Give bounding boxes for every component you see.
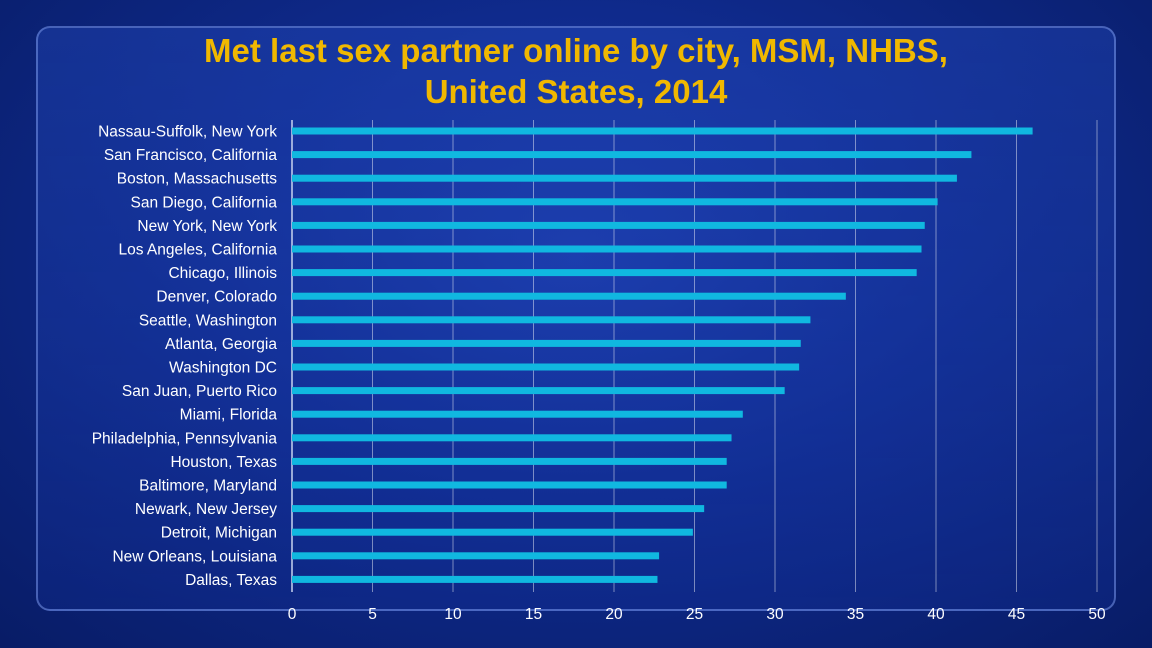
bars [292,127,1033,583]
category-label: Atlanta, Georgia [165,336,277,353]
bar-12 [292,410,743,418]
bar-16 [292,505,705,513]
gridlines [291,120,1098,592]
bar-4 [292,221,925,229]
category-label: Nassau-Suffolk, New York [98,124,277,141]
category-label: San Diego, California [131,194,278,211]
chart-title: Met last sex partner online by city, MSM… [0,30,1152,112]
category-label: Washington DC [169,360,277,377]
bar-13 [292,434,732,442]
category-label: Miami, Florida [180,407,278,424]
category-label: Detroit, Michigan [161,525,277,542]
x-tick-label: 20 [605,606,623,623]
category-label: San Juan, Puerto Rico [122,383,277,400]
category-label: Baltimore, Maryland [139,478,277,495]
category-label: Los Angeles, California [118,242,277,259]
bar-14 [292,457,727,465]
category-label: Houston, Texas [170,454,277,471]
x-tick-labels: 0 5 10 15 20 25 30 35 40 45 50 [288,606,1106,623]
bar-11 [292,387,785,395]
bar-17 [292,528,693,536]
bar-8 [292,316,811,324]
bar-2 [292,174,957,182]
chart-title-line-2: United States, 2014 [424,73,728,110]
category-label: Chicago, Illinois [168,265,277,282]
category-label: Boston, Massachusetts [117,171,277,188]
category-label: New Orleans, Louisiana [112,548,277,565]
bar-6 [292,269,917,277]
category-labels: Nassau-Suffolk, New York San Francisco, C… [92,124,278,589]
x-tick-label: 35 [847,606,864,623]
chart-title-line-1: Met last sex partner online by city, MSM… [204,32,948,69]
x-tick-label: 50 [1088,606,1106,623]
bar-3 [292,198,938,206]
category-label: Denver, Colorado [156,289,277,306]
bar-0 [292,127,1033,135]
bar-5 [292,245,922,253]
bar-19 [292,575,658,583]
bar-10 [292,363,800,371]
x-tick-label: 45 [1008,606,1025,623]
category-label: Philadelphia, Pennsylvania [92,430,278,447]
x-tick-label: 25 [686,606,703,623]
bar-9 [292,339,801,347]
bar-18 [292,552,660,560]
bar-15 [292,481,727,489]
category-label: New York, New York [137,218,277,235]
category-label: Dallas, Texas [185,572,277,589]
x-tick-label: 5 [368,606,377,623]
category-label: San Francisco, California [104,147,278,164]
bar-1 [292,151,972,159]
x-tick-label: 40 [927,606,945,623]
x-tick-label: 30 [766,606,784,623]
category-label: Seattle, Washington [139,312,277,329]
category-label: Newark, New Jersey [135,501,277,518]
x-tick-label: 0 [288,606,297,623]
x-tick-label: 10 [444,606,462,623]
bar-7 [292,292,846,300]
x-tick-label: 15 [525,606,542,623]
